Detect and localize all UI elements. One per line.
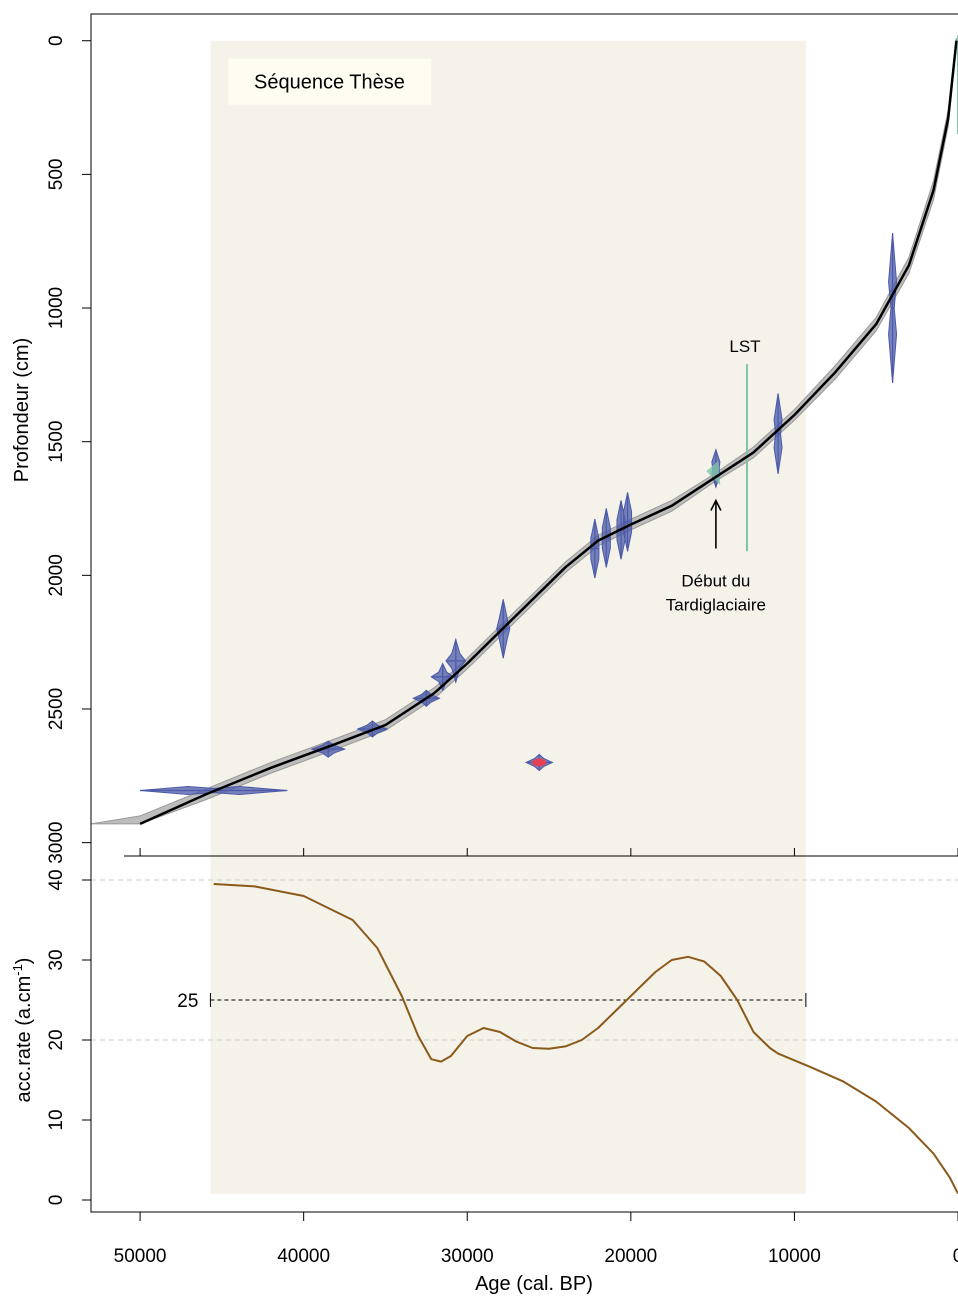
x-tick-label-4: 20000 [604, 1246, 657, 1267]
annotation-line2: Tardiglaciaire [666, 595, 766, 614]
x-axis-label: Age (cal. BP) [475, 1273, 593, 1295]
acc-y-tick-label-1: 0 [46, 1195, 67, 1206]
lst-label: LST [729, 337, 760, 356]
acc-rate-axis-label-main: acc.rate (a.cm [13, 976, 35, 1103]
sequence-band-rect [210, 40, 806, 1195]
y-tick-label-4: 1500 [46, 421, 67, 463]
annotation-line1: Début du [681, 571, 750, 590]
y-tick-label-5: 2000 [46, 554, 67, 596]
y-tick-label-3: 1000 [46, 287, 67, 329]
y-tick-label-6: 2500 [46, 688, 67, 730]
x-tick-label-5: 10000 [768, 1246, 821, 1267]
accumulation-rate-panel: 25 [91, 879, 958, 1195]
acc-y-tick-label-4: 30 [46, 949, 67, 970]
date-point-11 [622, 492, 633, 552]
y-axis-label: Profondeur (cm) [11, 338, 33, 483]
acc-rate-axis-label-end: ) [13, 958, 35, 965]
y-tick-label-1: 0 [46, 35, 67, 46]
acc-y-tick-label-5: 40 [46, 869, 67, 890]
bottom-panel-frame [90, 856, 958, 1213]
sequence-label-box [228, 58, 432, 105]
outlier-date-core [532, 758, 547, 767]
date-point-8 [590, 519, 600, 579]
sequence-band [210, 40, 806, 1195]
x-tick-label-3: 30000 [441, 1246, 494, 1267]
y-tick-label-2: 500 [46, 159, 67, 191]
date-point-14 [888, 233, 898, 383]
acc-rate-axis-label: acc.rate (a.cm-1) [10, 958, 35, 1103]
annotation-arrow-head [710, 498, 722, 511]
x-tick-label-2: 40000 [277, 1246, 330, 1267]
acc-rate-axis-label-sup: -1 [10, 964, 25, 976]
date-point-2 [310, 740, 346, 758]
acc-rate-curve [213, 883, 958, 1195]
y-tick-label-7: 3000 [46, 821, 67, 863]
sequence-label: Séquence Thèse [254, 72, 405, 94]
date-point-13 [773, 393, 783, 474]
age-depth-panel: Séquence Thèse LST Début du Tardiglaciaire [90, 35, 958, 826]
acc-y-tick-label-3: 20 [46, 1029, 67, 1050]
x-tick-label-6: 0 [953, 1246, 958, 1267]
x-tick-label-1: 50000 [114, 1246, 167, 1267]
mean-line-label: 25 [177, 991, 198, 1012]
green-date-marker [706, 461, 721, 486]
age-model-curve [139, 40, 958, 826]
axes: 50000400003000020000100000Age (cal. BP)0… [10, 13, 958, 1295]
acc-y-tick-label-2: 10 [46, 1109, 67, 1130]
